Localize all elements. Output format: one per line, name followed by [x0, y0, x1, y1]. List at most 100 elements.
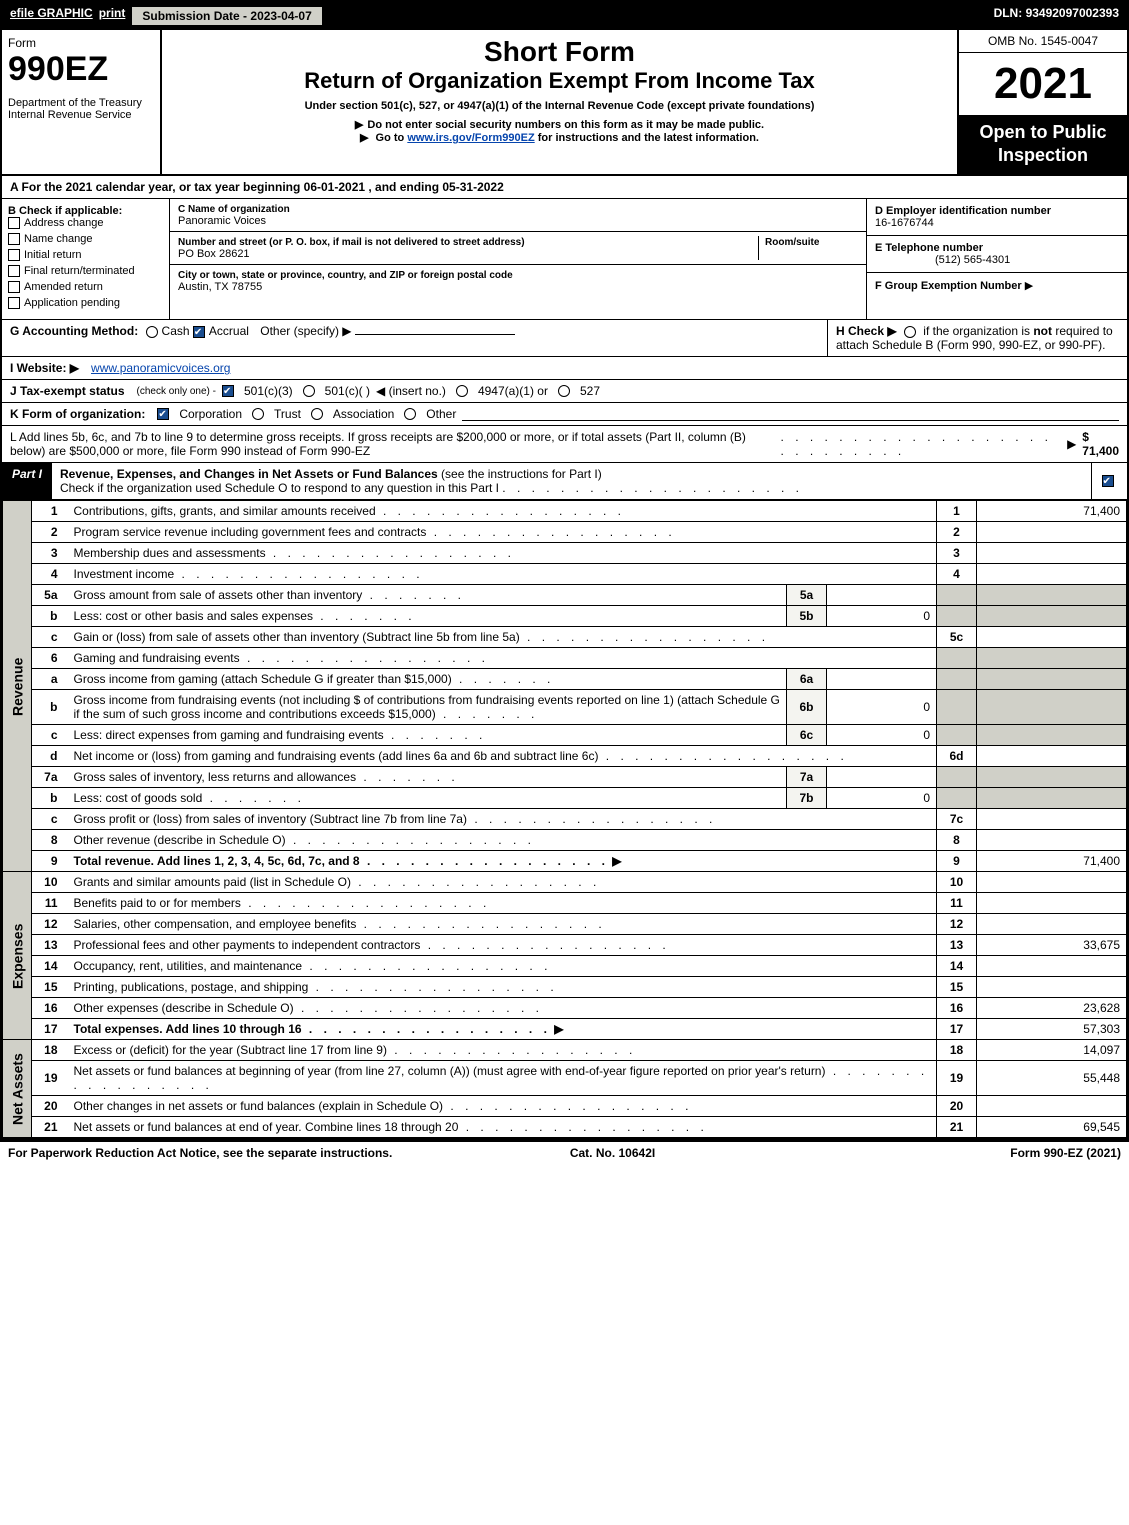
line-val	[977, 648, 1127, 669]
line-num: a	[32, 669, 68, 690]
website-label: I Website: ▶	[10, 361, 79, 375]
check-501c3[interactable]	[222, 385, 234, 397]
check-label-4: Amended return	[24, 281, 103, 293]
print-link[interactable]: print	[99, 6, 126, 26]
line-ref: 11	[937, 893, 977, 914]
mini-val	[827, 669, 937, 690]
efile-link[interactable]: efile GRAPHIC	[10, 6, 93, 26]
line-num: c	[32, 627, 68, 648]
line-val	[977, 543, 1127, 564]
line-expenses-10: Expenses10Grants and similar amounts pai…	[3, 872, 1127, 893]
line-expenses-12: 12Salaries, other compensation, and empl…	[3, 914, 1127, 935]
line-ref: 13	[937, 935, 977, 956]
line-num: 2	[32, 522, 68, 543]
line-netassets-18: Net Assets18Excess or (deficit) for the …	[3, 1040, 1127, 1061]
radio-trust[interactable]	[252, 408, 264, 420]
radio-4947[interactable]	[456, 385, 468, 397]
lines-table: Revenue1Contributions, gifts, grants, an…	[2, 500, 1127, 1138]
line-num: 20	[32, 1096, 68, 1117]
line-num: 12	[32, 914, 68, 935]
part-i-check-note: Check if the organization used Schedule …	[60, 481, 499, 495]
line-ref: 5c	[937, 627, 977, 648]
part-i-checkbox[interactable]	[1102, 475, 1114, 487]
line-ref: 17	[937, 1019, 977, 1040]
check-initial-return[interactable]: Initial return	[8, 249, 163, 261]
line-num: 8	[32, 830, 68, 851]
line-revenue-d: dNet income or (loss) from gaming and fu…	[3, 746, 1127, 767]
line-ref: 3	[937, 543, 977, 564]
line-val	[977, 585, 1127, 606]
line-desc: Gross income from gaming (attach Schedul…	[68, 669, 787, 690]
line-revenue-3: 3Membership dues and assessments . . . .…	[3, 543, 1127, 564]
line-revenue-b: bLess: cost or other basis and sales exp…	[3, 606, 1127, 627]
check-accrual[interactable]	[193, 326, 205, 338]
line-desc: Benefits paid to or for members . . . . …	[68, 893, 937, 914]
line-val	[977, 767, 1127, 788]
check-label-3: Final return/terminated	[24, 265, 135, 277]
radio-h[interactable]	[904, 326, 916, 338]
subtitle: Under section 501(c), 527, or 4947(a)(1)…	[168, 100, 951, 112]
city-label: City or town, state or province, country…	[178, 270, 513, 281]
mini-label: 7b	[787, 788, 827, 809]
line-desc: Other revenue (describe in Schedule O) .…	[68, 830, 937, 851]
website-link[interactable]: www.panoramicvoices.org	[91, 361, 230, 375]
check-amended-return[interactable]: Amended return	[8, 281, 163, 293]
dept-treasury: Department of the Treasury	[8, 97, 154, 109]
line-num: c	[32, 725, 68, 746]
line-val	[977, 914, 1127, 935]
line-num: 14	[32, 956, 68, 977]
line-ref: 2	[937, 522, 977, 543]
line-revenue-a: aGross income from gaming (attach Schedu…	[3, 669, 1127, 690]
street-value: PO Box 28621	[178, 248, 250, 260]
dln: DLN: 93492097002393	[986, 2, 1127, 30]
line-val	[977, 1096, 1127, 1117]
line-ref: 20	[937, 1096, 977, 1117]
line-desc: Professional fees and other payments to …	[68, 935, 937, 956]
irs-link[interactable]: www.irs.gov/Form990EZ	[407, 132, 534, 144]
check-final-return[interactable]: Final return/terminated	[8, 265, 163, 277]
topbar-left: efile GRAPHIC print Submission Date - 20…	[2, 2, 331, 30]
check-corp[interactable]	[157, 408, 169, 420]
mini-val: 0	[827, 725, 937, 746]
mini-label: 5b	[787, 606, 827, 627]
radio-501c[interactable]	[303, 385, 315, 397]
form-container: efile GRAPHIC print Submission Date - 20…	[0, 0, 1129, 1140]
line-ref: 10	[937, 872, 977, 893]
line-desc: Gross profit or (loss) from sales of inv…	[68, 809, 937, 830]
radio-527[interactable]	[558, 385, 570, 397]
short-form-title: Short Form	[168, 36, 951, 68]
line-num: 6	[32, 648, 68, 669]
k-label: K Form of organization:	[10, 407, 145, 421]
radio-cash[interactable]	[146, 326, 158, 338]
line-ref	[937, 648, 977, 669]
line-num: 9	[32, 851, 68, 872]
check-application-pending[interactable]: Application pending	[8, 297, 163, 309]
line-revenue-1: Revenue1Contributions, gifts, grants, an…	[3, 501, 1127, 522]
check-name-change[interactable]: Name change	[8, 233, 163, 245]
line-num: 15	[32, 977, 68, 998]
line-val	[977, 725, 1127, 746]
line-desc: Other expenses (describe in Schedule O) …	[68, 998, 937, 1019]
line-num: 5a	[32, 585, 68, 606]
line-netassets-20: 20Other changes in net assets or fund ba…	[3, 1096, 1127, 1117]
part-i-label: Part I	[2, 463, 52, 500]
opt-4947: 4947(a)(1) or	[478, 384, 548, 398]
line-num: 18	[32, 1040, 68, 1061]
line-num: 13	[32, 935, 68, 956]
row-g-h: G Accounting Method: Cash Accrual Other …	[2, 320, 1127, 357]
radio-assoc[interactable]	[311, 408, 323, 420]
line-ref: 9	[937, 851, 977, 872]
line-revenue-9: 9Total revenue. Add lines 1, 2, 3, 4, 5c…	[3, 851, 1127, 872]
line-netassets-19: 19Net assets or fund balances at beginni…	[3, 1061, 1127, 1096]
radio-other-org[interactable]	[404, 408, 416, 420]
line-ref	[937, 690, 977, 725]
line-val	[977, 893, 1127, 914]
phone-label: E Telephone number	[875, 242, 983, 254]
check-address-change[interactable]: Address change	[8, 217, 163, 229]
line-ref: 1	[937, 501, 977, 522]
other-fill[interactable]	[355, 334, 515, 335]
submission-date-pill: Submission Date - 2023-04-07	[131, 6, 322, 26]
mini-val	[827, 767, 937, 788]
j-hint: (check only one) -	[137, 386, 216, 397]
other-org-fill[interactable]	[462, 407, 1119, 421]
